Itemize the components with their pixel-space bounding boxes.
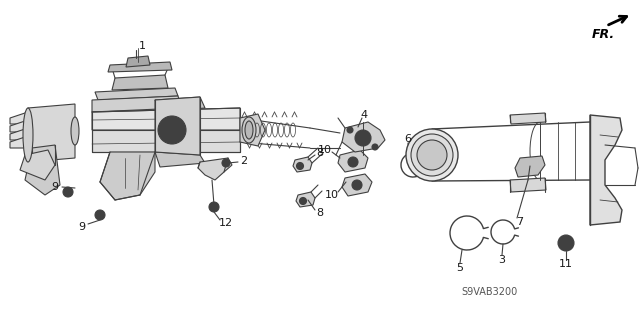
Circle shape: [158, 116, 186, 144]
Polygon shape: [510, 178, 546, 192]
Polygon shape: [28, 104, 75, 162]
Circle shape: [222, 159, 230, 167]
Circle shape: [95, 210, 105, 220]
Circle shape: [563, 240, 569, 246]
Text: 8: 8: [316, 208, 324, 218]
Text: 3: 3: [499, 255, 506, 265]
Circle shape: [97, 212, 103, 218]
Circle shape: [359, 134, 367, 142]
Text: 9: 9: [79, 222, 86, 232]
Polygon shape: [10, 112, 32, 124]
Polygon shape: [25, 145, 60, 195]
Polygon shape: [240, 114, 265, 146]
Circle shape: [372, 144, 378, 150]
Polygon shape: [92, 108, 240, 130]
Polygon shape: [95, 88, 178, 100]
Polygon shape: [126, 56, 150, 67]
Ellipse shape: [417, 140, 447, 170]
Circle shape: [348, 157, 358, 167]
Text: 4: 4: [360, 110, 367, 120]
Ellipse shape: [242, 117, 256, 143]
Polygon shape: [112, 75, 168, 90]
Text: 1: 1: [138, 41, 145, 51]
Polygon shape: [296, 192, 315, 207]
Text: 8: 8: [316, 148, 324, 158]
Polygon shape: [100, 152, 155, 200]
Circle shape: [561, 238, 572, 249]
Circle shape: [65, 189, 71, 195]
Circle shape: [351, 160, 355, 165]
Text: 5: 5: [456, 263, 463, 273]
Polygon shape: [510, 113, 546, 124]
Text: 9: 9: [51, 182, 59, 192]
Text: 2: 2: [241, 156, 248, 166]
Ellipse shape: [411, 134, 453, 176]
Polygon shape: [20, 150, 55, 180]
Circle shape: [296, 162, 303, 169]
Ellipse shape: [406, 129, 458, 181]
Ellipse shape: [23, 108, 33, 162]
Circle shape: [163, 121, 181, 139]
Polygon shape: [155, 152, 205, 167]
Polygon shape: [342, 174, 372, 196]
Text: 7: 7: [516, 217, 524, 227]
Text: 10: 10: [318, 145, 332, 155]
Circle shape: [209, 202, 219, 212]
Circle shape: [558, 235, 574, 251]
Text: FR.: FR.: [592, 28, 615, 41]
Polygon shape: [342, 122, 385, 152]
Circle shape: [352, 180, 362, 190]
Polygon shape: [10, 136, 32, 148]
Circle shape: [347, 127, 353, 133]
Polygon shape: [155, 97, 205, 112]
Polygon shape: [338, 150, 368, 172]
Polygon shape: [155, 97, 200, 155]
Ellipse shape: [245, 121, 253, 139]
Circle shape: [355, 182, 360, 188]
Circle shape: [63, 187, 73, 197]
Text: S9VAB3200: S9VAB3200: [462, 287, 518, 297]
Polygon shape: [92, 130, 240, 152]
Circle shape: [167, 125, 177, 135]
Text: 6: 6: [404, 134, 412, 144]
Polygon shape: [108, 62, 172, 72]
Polygon shape: [515, 156, 545, 177]
Ellipse shape: [71, 117, 79, 145]
Text: 11: 11: [559, 259, 573, 269]
Polygon shape: [92, 96, 182, 112]
Text: 12: 12: [219, 218, 233, 228]
Polygon shape: [10, 128, 32, 140]
Polygon shape: [590, 115, 622, 225]
Polygon shape: [10, 120, 32, 132]
Circle shape: [355, 130, 371, 146]
Circle shape: [300, 197, 307, 204]
Text: 10: 10: [325, 190, 339, 200]
Polygon shape: [198, 158, 232, 180]
Polygon shape: [293, 157, 312, 172]
Circle shape: [211, 204, 217, 210]
